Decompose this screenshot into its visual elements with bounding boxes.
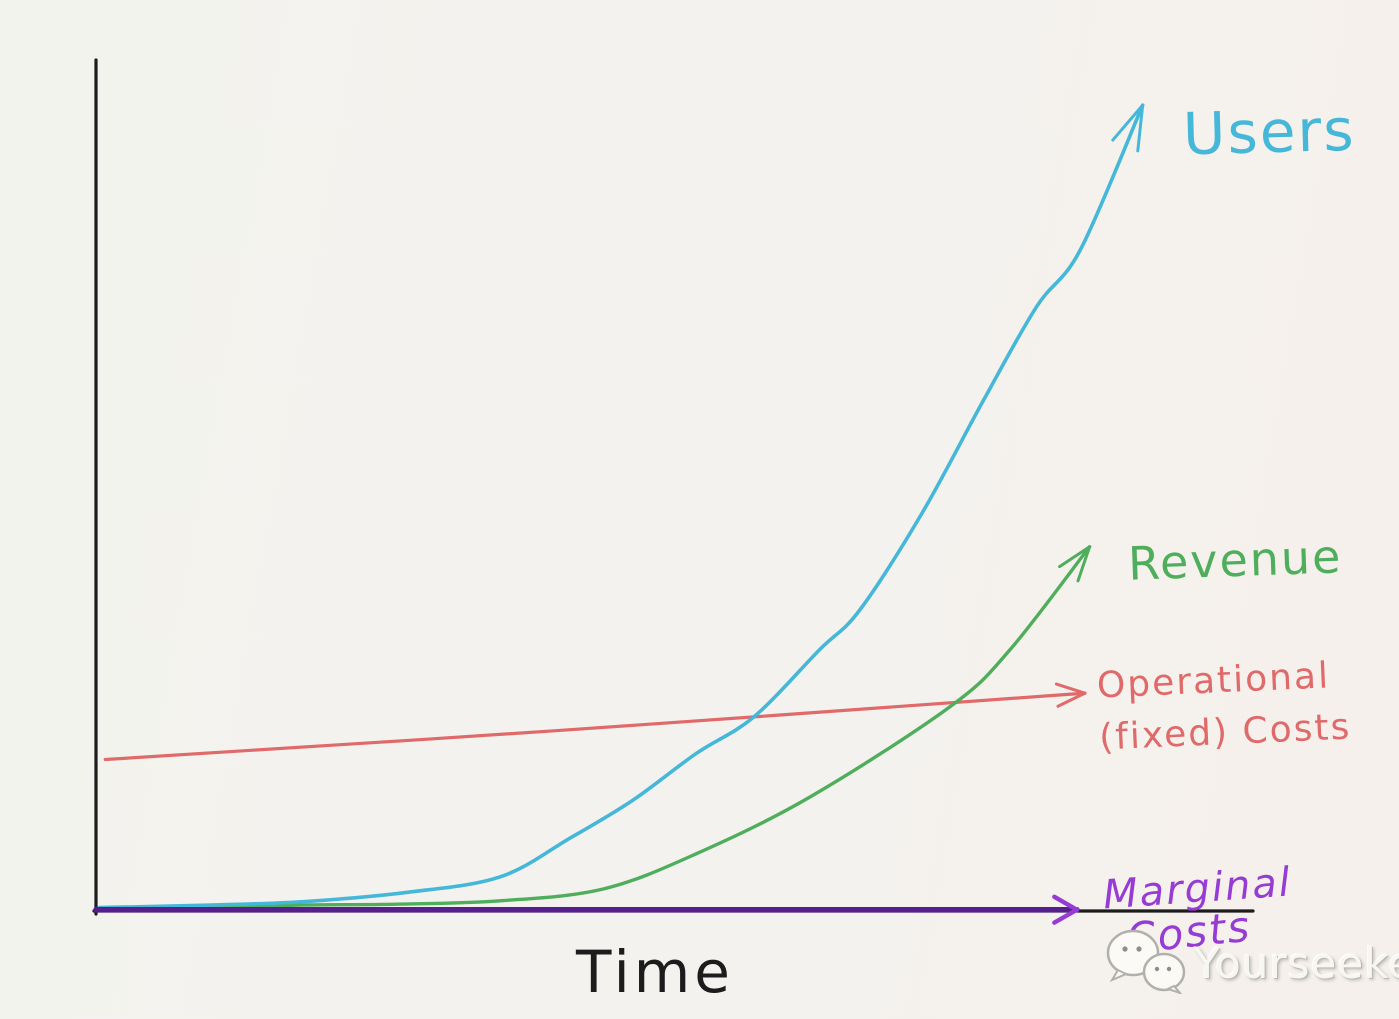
- operational-fixed-costs-line: [103, 691, 1087, 762]
- watermark-text: Yourseeker: [1194, 938, 1399, 988]
- operational-costs-line-label: Operational (fixed) Costs: [1096, 650, 1352, 765]
- revenue-arrowhead-lower: [1058, 545, 1092, 569]
- marginal-costs-arrowhead-lower: [1052, 894, 1080, 912]
- revenue-arrowhead-upper: [1076, 545, 1092, 583]
- users-arrowhead-lower: [1111, 103, 1145, 142]
- x-axis-title: Time: [576, 938, 734, 1006]
- revenue-line: [98, 545, 1092, 912]
- users-line-label: Users: [1182, 95, 1357, 169]
- watermark: Yourseeker: [1106, 928, 1399, 998]
- users-line: [97, 103, 1145, 910]
- users-arrowhead-upper: [1136, 103, 1145, 153]
- operational-fixed-costs-arrowhead-upper: [1056, 691, 1087, 708]
- operational-costs-label-line2: (fixed) Costs: [1098, 706, 1353, 759]
- operational-fixed-costs-arrowhead-lower: [1054, 682, 1087, 695]
- wechat-chat-bubbles-icon: [1106, 928, 1192, 998]
- marginal-costs-arrowhead-upper: [1052, 907, 1080, 925]
- revenue-line-label: Revenue: [1127, 529, 1344, 591]
